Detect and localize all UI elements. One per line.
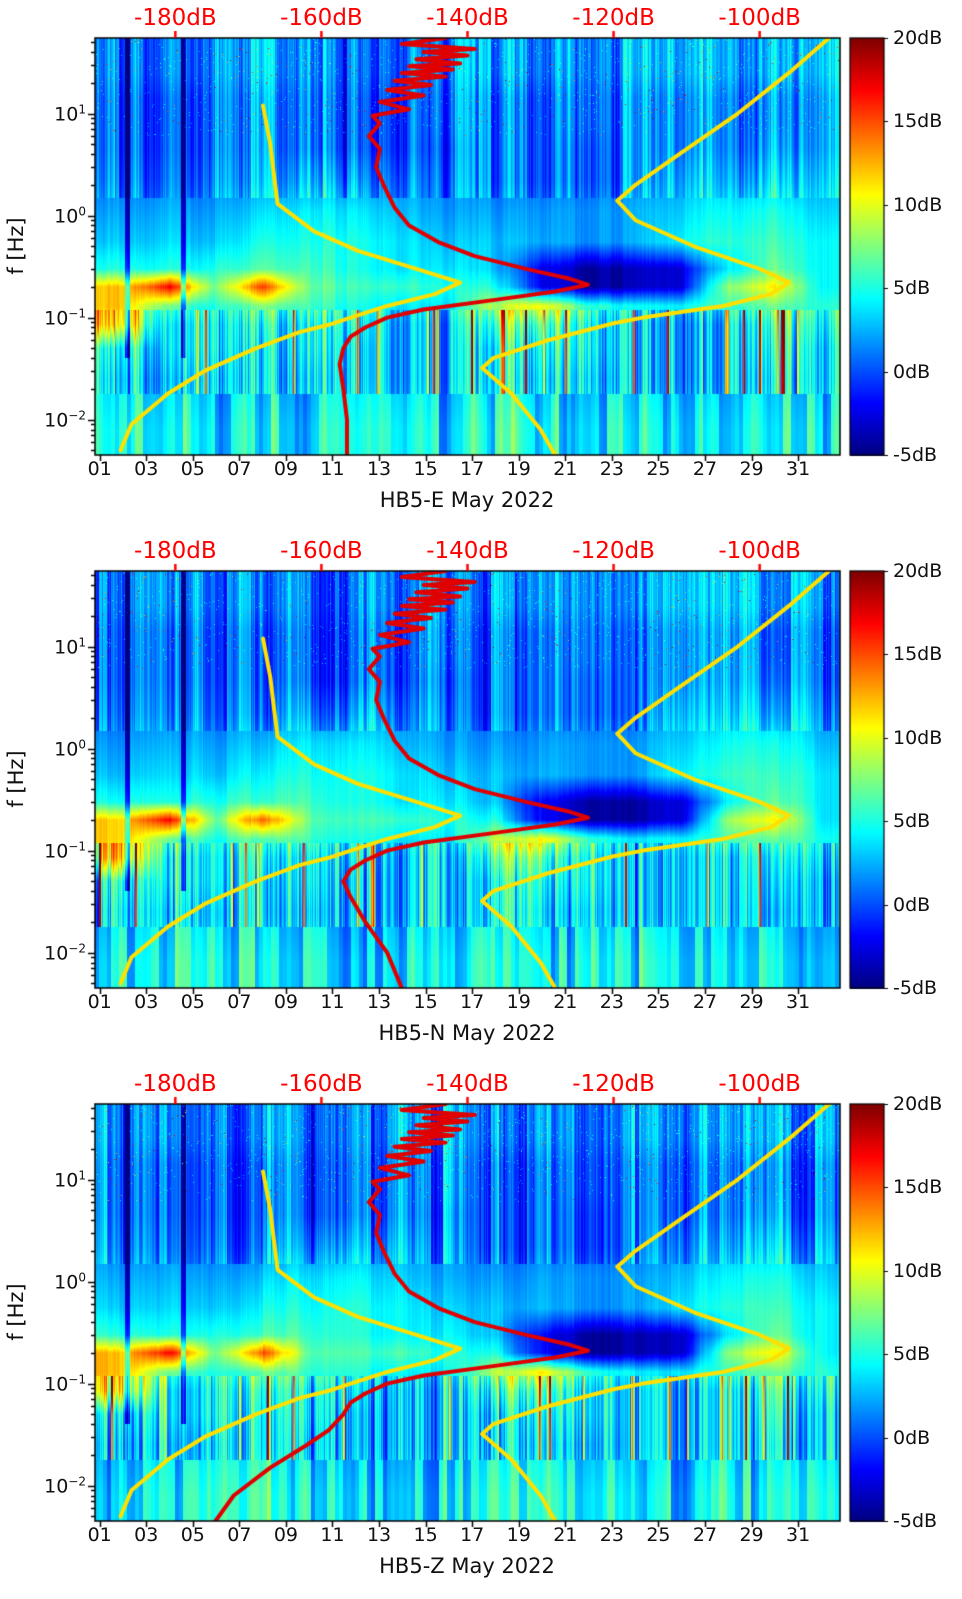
spectrogram-canvas-n: [0, 533, 962, 1066]
spectrogram-canvas-e: [0, 0, 962, 533]
y-axis-label: f [Hz]: [4, 750, 28, 808]
spectrogram-panel-e: -180dB -160dB -140dB -120dB -100dB 01 03 05 07 09…: [0, 0, 962, 533]
y-axis-label: f [Hz]: [4, 1283, 28, 1341]
panel-title: HB5-N May 2022: [378, 1021, 556, 1045]
spectrogram-panel-z: -180dB -160dB -140dB -120dB -100dB 01 03 05 07 09…: [0, 1066, 962, 1599]
spectrogram-canvas-z: [0, 1066, 962, 1599]
panel-title: HB5-Z May 2022: [379, 1554, 555, 1578]
y-axis-label: f [Hz]: [4, 217, 28, 275]
panel-title: HB5-E May 2022: [379, 488, 555, 512]
spectrogram-panel-n: -180dB -160dB -140dB -120dB -100dB 01 03 05 07 09…: [0, 533, 962, 1066]
